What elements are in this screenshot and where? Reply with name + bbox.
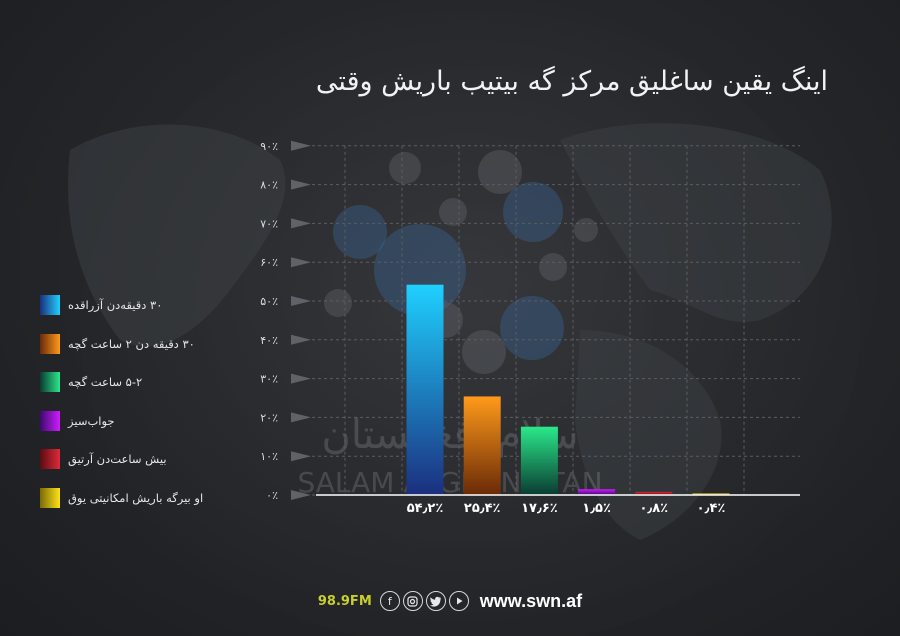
y-tick-label: ۴۰٪	[260, 334, 278, 347]
instagram-icon[interactable]	[402, 591, 423, 611]
chart-bar	[635, 491, 673, 495]
decorative-circles	[324, 150, 598, 374]
legend-swatch-red	[40, 449, 60, 470]
y-tick-arrow-icon	[291, 218, 311, 229]
chart-bar	[406, 284, 444, 495]
legend-item: بیش ساعت‌دن آرتیق	[40, 440, 240, 479]
legend-label: ۵-۲ ساعت گچه	[68, 375, 143, 390]
y-tick-label: ۳۰٪	[260, 373, 278, 386]
legend-item: جواب‌سیز	[40, 402, 240, 441]
bar-value-label: ۰٫۸٪	[639, 501, 668, 516]
legend-label: او بیرگه باریش امکانیتی یوق	[68, 490, 204, 505]
legend-item: او بیرگه باریش امکانیتی یوق	[40, 479, 240, 518]
legend-swatch-purple	[40, 410, 60, 431]
legend-label: ۳۰ دقیقه‌دن آزراقده	[68, 298, 163, 313]
chart-bar	[692, 493, 730, 495]
y-tick-arrow-icon	[291, 451, 311, 462]
bar-value-label: ۱٫۵٪	[582, 501, 611, 516]
y-tick-label: ۹۰٪	[260, 140, 278, 153]
y-tick-arrow-icon	[291, 257, 311, 268]
y-tick-label: ۰٪	[266, 489, 278, 502]
y-tick-arrow-icon	[291, 140, 311, 151]
y-tick-label: ۶۰٪	[260, 256, 278, 269]
continent-shape	[560, 123, 832, 323]
bar-value-label: ۰٫۴٪	[697, 501, 726, 516]
y-tick-label: ۱۰٪	[260, 450, 278, 463]
y-tick-label: ۵۰٪	[260, 295, 278, 308]
bar-value-labels: ۵۴٫۲٪ ۲۵٫۴٪ ۱۷٫۶٪ ۱٫۵٪ ۰٫۸٪ ۰٫۴٪	[407, 501, 726, 516]
continent-shape	[68, 124, 286, 347]
chart-bar	[520, 426, 558, 495]
footer: 98.9FM f www.swn.af	[0, 588, 900, 614]
chart-bar	[463, 396, 501, 495]
chart-bar	[578, 489, 616, 495]
legend-item: ۳۰ دقیقه دن ۲ ساعت گچه	[40, 325, 240, 364]
radio-frequency: 98.9FM	[317, 593, 372, 609]
y-tick-label: ۷۰٪	[260, 217, 278, 230]
legend-label: جواب‌سیز	[68, 413, 115, 428]
y-tick-arrow-icon	[291, 412, 311, 423]
chart-title: اینگ یقین ساغلیق مرکز گه بیتیب باریش وقت…	[315, 66, 828, 97]
bar-value-label: ۱۷٫۶٪	[521, 501, 558, 516]
legend: ۳۰ دقیقه‌دن آزراقده ۳۰ دقیقه دن ۲ ساعت گ…	[40, 286, 240, 517]
youtube-icon[interactable]	[448, 591, 469, 611]
y-tick-arrow-icon	[291, 373, 311, 384]
y-tick-arrow-icon	[291, 490, 311, 500]
facebook-icon[interactable]: f	[379, 591, 400, 611]
bar-value-label: ۵۴٫۲٪	[407, 501, 444, 516]
y-tick-arrow-icon	[291, 296, 311, 306]
legend-item: ۳۰ دقیقه‌دن آزراقده	[40, 286, 240, 325]
legend-label: ۳۰ دقیقه دن ۲ ساعت گچه	[68, 336, 195, 351]
y-tick-arrow-icon	[291, 179, 311, 190]
chart-bars	[406, 284, 730, 495]
continent-shape	[575, 330, 722, 540]
legend-label: بیش ساعت‌دن آرتیق	[68, 452, 167, 467]
y-tick-label: ۸۰٪	[260, 179, 278, 192]
legend-swatch-green	[40, 372, 60, 393]
bar-value-label: ۲۵٫۴٪	[464, 501, 501, 516]
y-axis-ticks: ۰٪ ۱۰٪ ۲۰٪ ۳۰٪ ۴۰٪ ۵۰٪ ۶۰٪ ۷۰٪ ۸۰٪ ۹۰٪	[260, 140, 311, 502]
legend-item: ۵-۲ ساعت گچه	[40, 363, 240, 402]
legend-swatch-blue	[40, 295, 60, 316]
website-link[interactable]: www.swn.af	[479, 590, 583, 611]
twitter-icon[interactable]	[425, 591, 446, 611]
y-tick-label: ۲۰٪	[260, 411, 278, 424]
legend-swatch-yellow	[40, 487, 60, 508]
legend-swatch-orange	[40, 333, 60, 354]
y-tick-arrow-icon	[291, 334, 311, 345]
